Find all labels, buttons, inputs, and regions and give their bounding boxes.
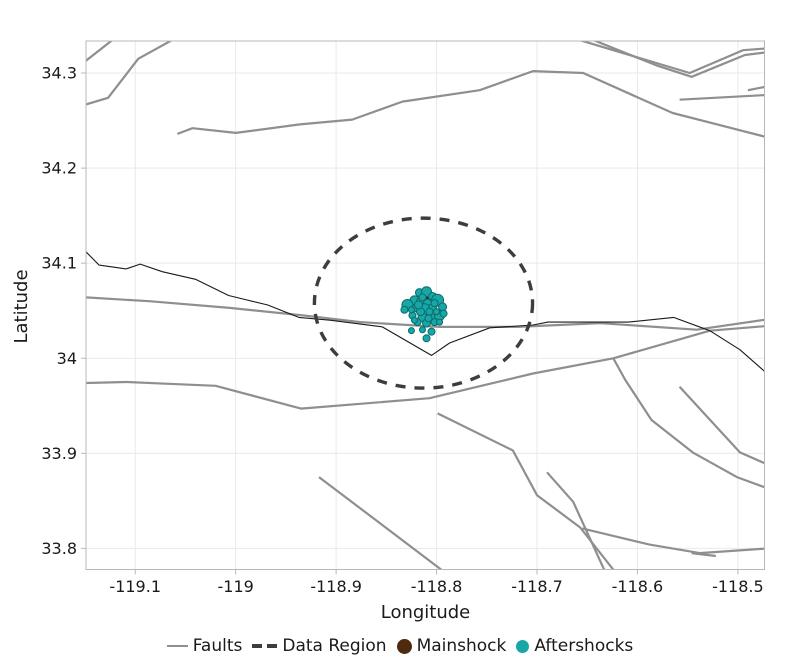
x-tick-label: -118.7 — [511, 577, 563, 596]
gridlines — [86, 41, 765, 570]
aftershock-dot — [413, 300, 423, 310]
aftershock-dot — [430, 299, 439, 308]
aftershock-dots — [400, 286, 448, 343]
y-tick-label: 33.9 — [41, 444, 77, 463]
x-tick-label: -119 — [218, 577, 254, 596]
aftershock-dot — [425, 307, 434, 316]
aftershock-dot — [407, 306, 415, 314]
coastline-path — [86, 251, 765, 373]
y-tick-label: 34.2 — [41, 159, 77, 178]
legend-item-mainshock: Mainshock — [396, 636, 507, 656]
mainshock-dot-marker — [396, 638, 412, 654]
x-tick-label: -118.6 — [612, 577, 664, 596]
legend-label-data-region: Data Region — [282, 636, 387, 656]
aftershocks-dot-marker — [516, 639, 530, 653]
y-tick-label: 34 — [57, 349, 77, 368]
axis-ticks: -119.1 -119 -118.9 -118.8 -118.7 -118.6 -118.5… — [41, 64, 763, 596]
aftershock-dot — [427, 327, 436, 336]
legend-label-aftershocks: Aftershocks — [534, 636, 634, 656]
x-tick-label: -118.8 — [411, 577, 463, 596]
legend: Faults Data Region Mainshock Aftershocks — [0, 633, 800, 659]
x-tick-label: -118.9 — [310, 577, 362, 596]
x-tick-label: -119.1 — [109, 577, 161, 596]
aftershock-dot — [418, 326, 426, 334]
aftershock-dot — [400, 305, 409, 314]
x-tick-label: -118.5 — [712, 577, 764, 596]
legend-item-data-region: Data Region — [252, 636, 387, 656]
legend-item-aftershocks: Aftershocks — [516, 636, 633, 656]
x-axis-label: Longitude — [380, 602, 471, 623]
y-tick-label: 34.1 — [41, 254, 77, 273]
y-tick-label: 33.8 — [41, 539, 77, 558]
aftershock-dot — [418, 293, 427, 302]
aftershock-dot — [410, 316, 418, 324]
aftershock-dot — [424, 314, 433, 323]
legend-label-mainshock: Mainshock — [416, 636, 507, 656]
y-axis-label: Latitude — [11, 269, 32, 344]
y-tick-label: 34.3 — [41, 64, 77, 83]
faults-line-marker — [166, 644, 188, 648]
legend-item-faults: Faults — [166, 636, 243, 656]
legend-label-faults: Faults — [192, 636, 243, 656]
fault-lines — [86, 41, 765, 570]
aftershock-dot — [433, 308, 441, 316]
plot-frame — [85, 40, 765, 570]
data-region-dash-marker — [252, 644, 278, 648]
aftershock-dot — [439, 309, 448, 318]
aftershock-dot — [436, 318, 444, 326]
aftershock-dot — [422, 334, 431, 343]
data-region-ellipse — [312, 216, 535, 390]
aftershock-dot — [407, 327, 415, 335]
